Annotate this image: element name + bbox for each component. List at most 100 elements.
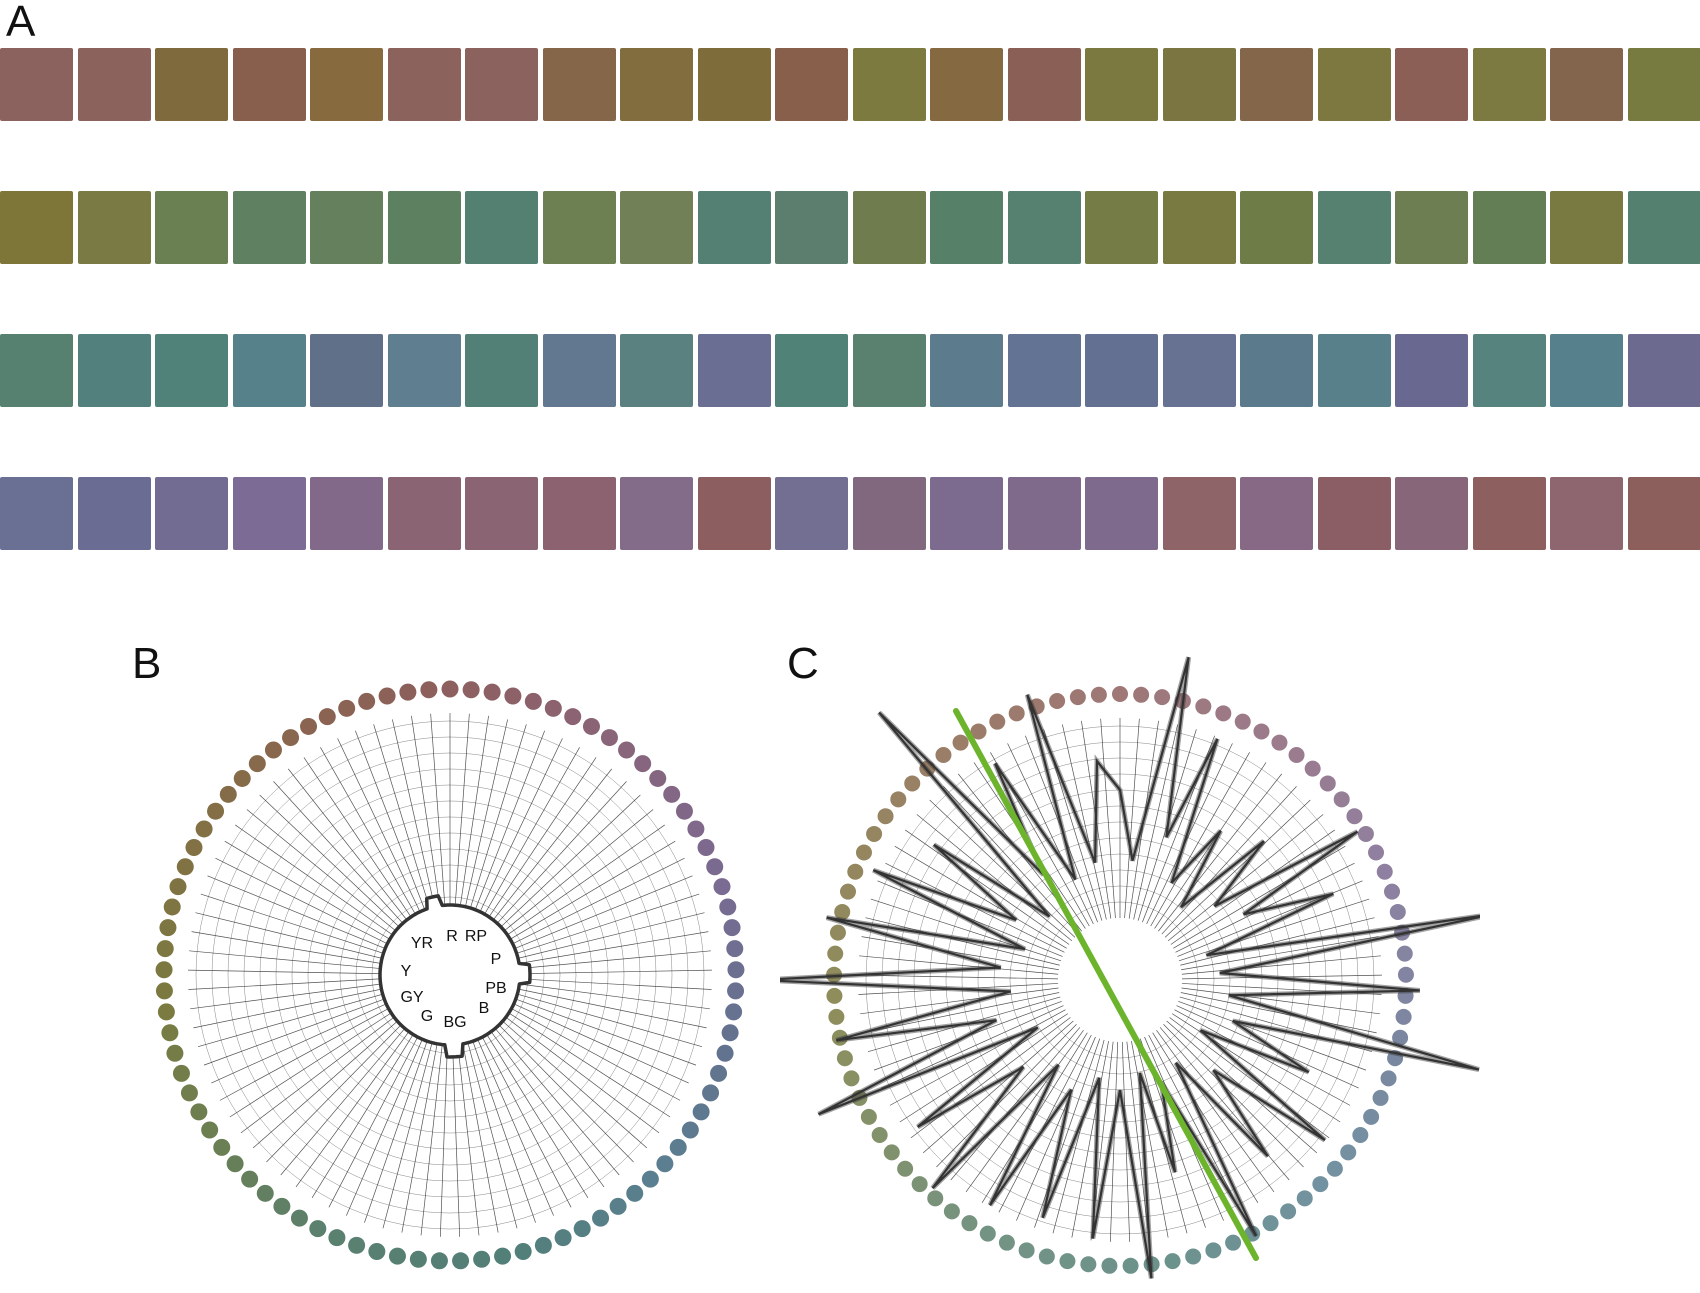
color-chip	[232, 191, 306, 264]
hue-dot	[201, 1121, 219, 1139]
hue-dot	[452, 1252, 470, 1270]
hue-dot	[163, 898, 181, 916]
grid-spoke	[311, 1027, 418, 1198]
hue-dot	[927, 1190, 944, 1207]
hue-dot	[564, 708, 582, 726]
hue-dot	[716, 1044, 734, 1062]
hue-dot	[1122, 1257, 1139, 1274]
hue-dot	[358, 692, 376, 710]
color-chip	[1472, 334, 1546, 407]
hue-dot	[1133, 686, 1150, 703]
color-chip	[155, 477, 228, 550]
grid-spoke	[885, 862, 1065, 953]
grid-spoke	[508, 995, 697, 1066]
color-chip	[1240, 191, 1313, 264]
color-chip	[465, 191, 538, 264]
color-chip	[310, 477, 383, 550]
hue-dot	[827, 945, 844, 962]
hue-dot	[1253, 723, 1270, 740]
hue-dot	[1101, 1257, 1118, 1274]
grid-spoke	[508, 893, 700, 957]
grid-spoke	[1181, 987, 1380, 1015]
grid-spoke	[456, 1036, 480, 1236]
hue-label: G	[421, 1008, 433, 1025]
color-chip	[1162, 48, 1236, 121]
grid-spoke	[1154, 762, 1267, 929]
grid-spoke	[861, 936, 1059, 971]
grid-spoke	[504, 1004, 681, 1101]
hue-dot	[710, 1064, 728, 1082]
hue-dot	[157, 1003, 175, 1021]
color-chip	[930, 191, 1003, 264]
color-chip	[775, 477, 848, 550]
hue-dot	[839, 883, 856, 900]
hue-dot	[524, 692, 542, 710]
color-chip	[232, 477, 306, 550]
hue-dot	[219, 785, 237, 803]
hue-dot	[1396, 945, 1413, 962]
hue-dot	[609, 1197, 627, 1215]
grid-spoke	[207, 875, 393, 952]
color-chip	[1395, 477, 1468, 550]
color-chip	[0, 191, 73, 264]
color-chip	[465, 477, 538, 550]
grid-spoke	[346, 1031, 426, 1216]
hue-dot	[641, 1170, 659, 1188]
color-chip	[620, 334, 693, 407]
grid-spoke	[1171, 1013, 1341, 1123]
hue-dot	[534, 1236, 552, 1254]
grid-spoke	[998, 1034, 1092, 1213]
hue-dot	[911, 1176, 928, 1193]
hue-dot	[883, 1144, 900, 1161]
color-chip	[1550, 334, 1623, 407]
hue-dot	[834, 903, 851, 920]
color-chip	[542, 191, 616, 264]
hue-dot	[155, 982, 173, 1000]
color-chip	[852, 477, 926, 550]
grid-spoke	[511, 969, 712, 975]
grid-spoke	[266, 1018, 407, 1163]
hue-dot	[1018, 1242, 1035, 1259]
grid-spoke	[411, 715, 442, 914]
grid-spoke	[197, 991, 391, 1048]
hue-dot-ring	[155, 680, 745, 1270]
hue-dot-ring	[826, 686, 1414, 1274]
hue-dot	[998, 1234, 1015, 1251]
hue-dot	[399, 683, 417, 701]
hue-dot	[159, 919, 177, 937]
color-chip	[1240, 48, 1313, 121]
hue-dot	[1357, 825, 1374, 842]
hue-dot	[952, 734, 969, 751]
grid-spoke	[287, 768, 413, 927]
hue-dot	[1340, 1144, 1357, 1161]
hue-dot	[855, 844, 872, 861]
grid-spoke	[382, 1034, 435, 1229]
color-chip	[77, 48, 151, 121]
hue-dot	[706, 858, 724, 876]
grid-spoke	[1180, 992, 1377, 1034]
hue-dot	[1392, 1029, 1409, 1046]
color-chip	[0, 334, 73, 407]
grid-spoke	[240, 1012, 401, 1134]
hue-dot	[681, 1121, 699, 1139]
hue-dot	[378, 687, 396, 705]
hue-dot	[483, 683, 501, 701]
grid-spoke	[401, 1035, 439, 1233]
grid-spoke	[219, 1004, 396, 1101]
hue-dot	[309, 1220, 327, 1238]
grid-spoke	[211, 1000, 394, 1084]
grid-ring	[355, 880, 545, 1070]
hue-dot	[256, 1184, 274, 1202]
color-chip	[1395, 48, 1468, 121]
grid-spoke	[511, 950, 711, 970]
color-chip	[1317, 48, 1391, 121]
error-trace	[780, 656, 1480, 1279]
grid-spoke	[491, 781, 627, 930]
hue-dot	[207, 802, 225, 820]
grid-ring	[323, 848, 577, 1102]
grid-spoke	[860, 987, 1059, 1015]
hue-dot	[1234, 713, 1251, 730]
color-chip	[697, 334, 771, 407]
hue-dot	[1038, 1248, 1055, 1265]
color-chip	[1007, 477, 1081, 550]
